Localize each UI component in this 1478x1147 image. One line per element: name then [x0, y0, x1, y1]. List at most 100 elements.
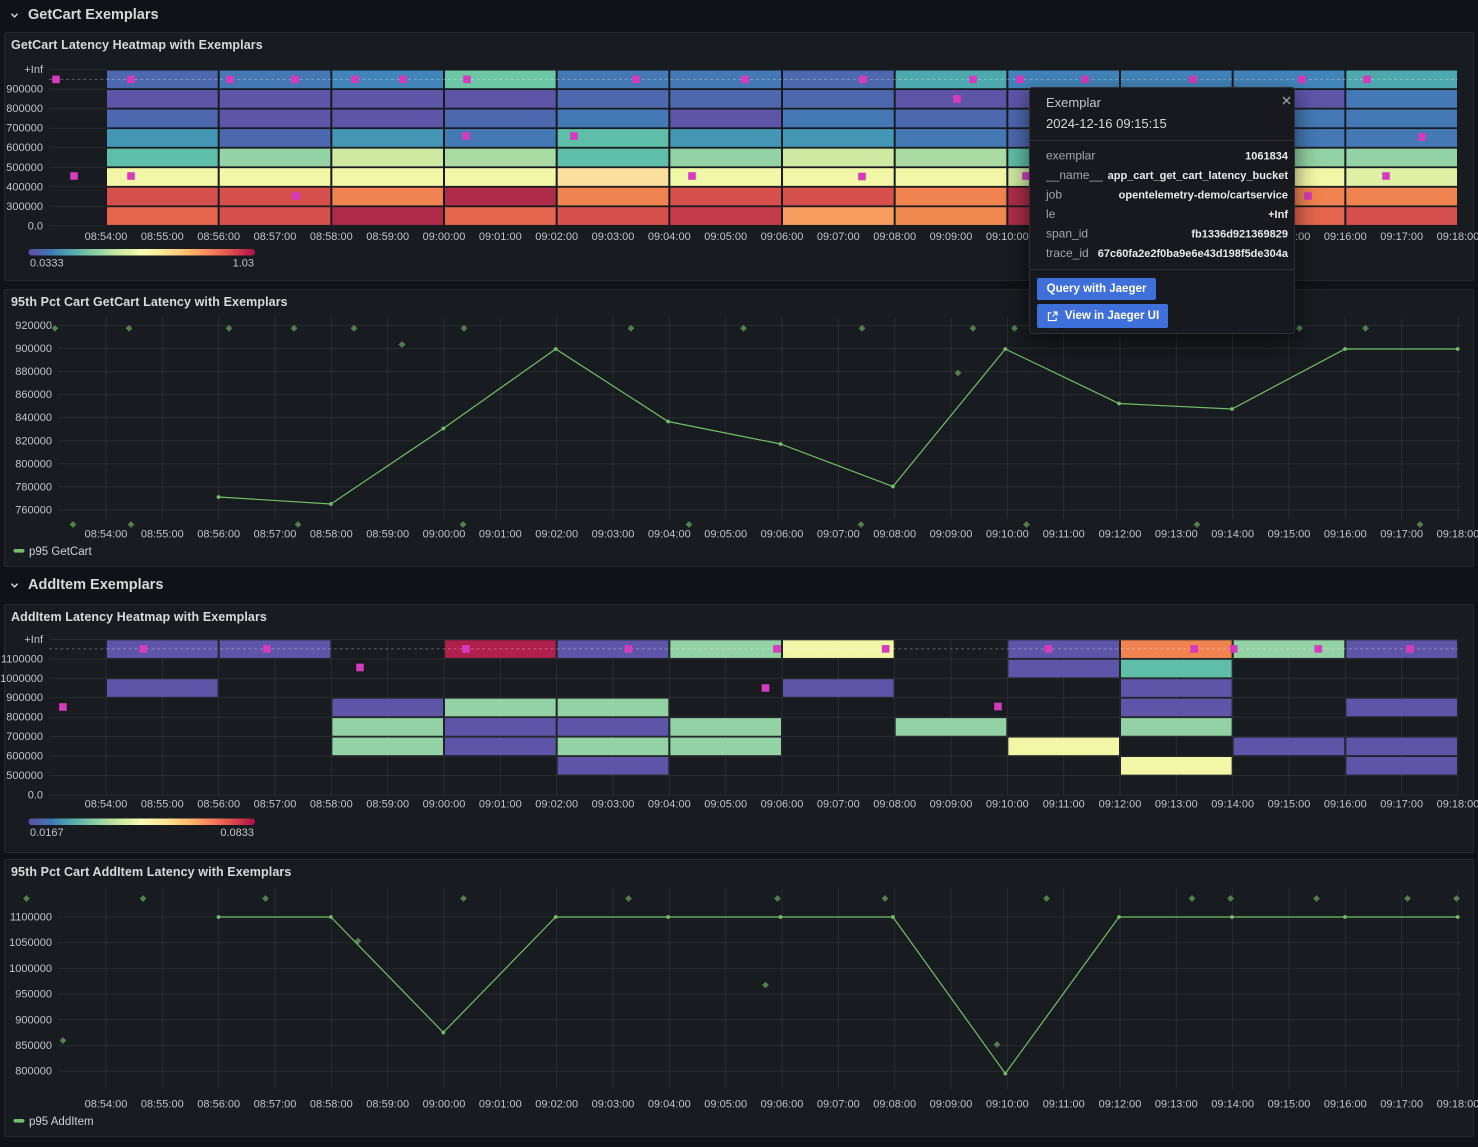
svg-text:900000: 900000 — [15, 343, 52, 355]
svg-text:900000: 900000 — [15, 1014, 52, 1026]
svg-text:500000: 500000 — [6, 770, 43, 782]
svg-text:1061834: 1061834 — [1245, 151, 1289, 163]
svg-text:0.0833: 0.0833 — [220, 827, 254, 839]
svg-text:09:15:00: 09:15:00 — [1268, 799, 1311, 811]
svg-text:09:16:00: 09:16:00 — [1324, 231, 1367, 243]
svg-text:900000: 900000 — [6, 84, 43, 96]
svg-text:09:18:00: 09:18:00 — [1437, 231, 1478, 243]
svg-text:08:56:00: 08:56:00 — [197, 799, 240, 811]
svg-text:09:04:00: 09:04:00 — [648, 799, 691, 811]
svg-text:09:10:00: 09:10:00 — [986, 1099, 1029, 1111]
svg-text:09:02:00: 09:02:00 — [535, 231, 578, 243]
svg-text:09:07:00: 09:07:00 — [817, 529, 860, 541]
svg-text:600000: 600000 — [6, 142, 43, 154]
svg-text:950000: 950000 — [15, 989, 52, 1001]
svg-text:09:06:00: 09:06:00 — [761, 231, 804, 243]
svg-text:400000: 400000 — [6, 181, 43, 193]
svg-text:09:00:00: 09:00:00 — [423, 799, 466, 811]
svg-text:09:12:00: 09:12:00 — [1099, 799, 1142, 811]
svg-text:le: le — [1046, 207, 1056, 221]
svg-text:500000: 500000 — [6, 162, 43, 174]
svg-text:09:10:00: 09:10:00 — [986, 799, 1029, 811]
svg-text:850000: 850000 — [15, 1040, 52, 1052]
svg-text:09:18:00: 09:18:00 — [1437, 1099, 1478, 1111]
svg-text:09:18:00: 09:18:00 — [1437, 529, 1478, 541]
svg-text:09:07:00: 09:07:00 — [817, 1099, 860, 1111]
svg-text:fb1336d921369829: fb1336d921369829 — [1191, 229, 1288, 241]
svg-text:09:17:00: 09:17:00 — [1380, 1099, 1423, 1111]
svg-text:1100000: 1100000 — [10, 912, 52, 924]
svg-text:+Inf: +Inf — [1268, 209, 1288, 221]
svg-text:09:10:00: 09:10:00 — [986, 529, 1029, 541]
svg-text:09:04:00: 09:04:00 — [648, 231, 691, 243]
svg-text:09:13:00: 09:13:00 — [1155, 799, 1198, 811]
svg-text:09:09:00: 09:09:00 — [930, 231, 973, 243]
svg-text:09:04:00: 09:04:00 — [648, 529, 691, 541]
svg-text:08:56:00: 08:56:00 — [197, 529, 240, 541]
svg-text:09:05:00: 09:05:00 — [704, 231, 747, 243]
svg-text:09:14:00: 09:14:00 — [1211, 529, 1254, 541]
svg-text:1050000: 1050000 — [9, 937, 52, 949]
svg-text:09:00:00: 09:00:00 — [423, 1099, 466, 1111]
svg-text:09:15:00: 09:15:00 — [1268, 529, 1311, 541]
svg-text:08:59:00: 08:59:00 — [366, 1099, 409, 1111]
svg-text:09:12:00: 09:12:00 — [1099, 1099, 1142, 1111]
svg-text:span_id: span_id — [1046, 227, 1088, 241]
svg-text:0.0333: 0.0333 — [30, 258, 64, 270]
svg-text:09:02:00: 09:02:00 — [535, 1099, 578, 1111]
svg-text:08:59:00: 08:59:00 — [366, 529, 409, 541]
svg-text:09:12:00: 09:12:00 — [1099, 529, 1142, 541]
svg-text:08:57:00: 08:57:00 — [254, 231, 297, 243]
svg-text:09:05:00: 09:05:00 — [704, 1099, 747, 1111]
svg-text:1100000: 1100000 — [1, 653, 43, 665]
svg-text:09:08:00: 09:08:00 — [873, 799, 916, 811]
svg-text:+Inf: +Inf — [24, 64, 44, 76]
svg-text:09:01:00: 09:01:00 — [479, 1099, 522, 1111]
svg-text:trace_id: trace_id — [1046, 246, 1089, 260]
svg-text:820000: 820000 — [15, 435, 52, 447]
svg-text:600000: 600000 — [6, 751, 43, 763]
svg-text:09:00:00: 09:00:00 — [423, 231, 466, 243]
svg-text:900000: 900000 — [6, 692, 43, 704]
svg-text:800000: 800000 — [6, 103, 43, 115]
svg-text:09:09:00: 09:09:00 — [930, 529, 973, 541]
svg-text:09:14:00: 09:14:00 — [1211, 799, 1254, 811]
svg-text:09:17:00: 09:17:00 — [1380, 799, 1423, 811]
svg-text:67c60fa2e2f0ba9e6e43d198f5de30: 67c60fa2e2f0ba9e6e43d198f5de304a — [1098, 248, 1289, 260]
svg-text:09:09:00: 09:09:00 — [930, 799, 973, 811]
svg-text:700000: 700000 — [6, 731, 43, 743]
svg-text:Exemplar: Exemplar — [1046, 95, 1102, 110]
svg-text:09:10:00: 09:10:00 — [986, 231, 1029, 243]
svg-text:08:58:00: 08:58:00 — [310, 231, 353, 243]
svg-text:09:07:00: 09:07:00 — [817, 799, 860, 811]
svg-text:08:57:00: 08:57:00 — [254, 1099, 297, 1111]
svg-text:800000: 800000 — [15, 458, 52, 470]
svg-text:09:17:00: 09:17:00 — [1380, 529, 1423, 541]
svg-text:08:54:00: 08:54:00 — [85, 231, 128, 243]
svg-text:08:58:00: 08:58:00 — [310, 1099, 353, 1111]
svg-text:0.0167: 0.0167 — [30, 827, 64, 839]
svg-text:08:54:00: 08:54:00 — [85, 1099, 128, 1111]
svg-text:p95 AddItem: p95 AddItem — [29, 1116, 94, 1128]
svg-text:09:11:00: 09:11:00 — [1043, 1099, 1085, 1111]
svg-text:+Inf: +Inf — [24, 634, 44, 646]
svg-text:09:08:00: 09:08:00 — [873, 529, 916, 541]
svg-text:08:58:00: 08:58:00 — [310, 799, 353, 811]
svg-text:1.03: 1.03 — [233, 258, 254, 270]
svg-text:08:55:00: 08:55:00 — [141, 1099, 184, 1111]
svg-text:08:56:00: 08:56:00 — [197, 1099, 240, 1111]
svg-text:08:56:00: 08:56:00 — [197, 231, 240, 243]
svg-text:job: job — [1045, 188, 1062, 202]
svg-text:08:55:00: 08:55:00 — [141, 799, 184, 811]
svg-text:09:09:00: 09:09:00 — [930, 1099, 973, 1111]
svg-text:09:03:00: 09:03:00 — [592, 529, 635, 541]
svg-text:09:01:00: 09:01:00 — [479, 799, 522, 811]
svg-text:09:06:00: 09:06:00 — [761, 529, 804, 541]
svg-text:09:16:00: 09:16:00 — [1324, 1099, 1367, 1111]
svg-text:09:06:00: 09:06:00 — [761, 799, 804, 811]
svg-text:08:59:00: 08:59:00 — [366, 799, 409, 811]
svg-text:08:55:00: 08:55:00 — [141, 529, 184, 541]
svg-text:09:16:00: 09:16:00 — [1324, 799, 1367, 811]
svg-text:exemplar: exemplar — [1046, 149, 1095, 163]
svg-text:09:05:00: 09:05:00 — [704, 529, 747, 541]
